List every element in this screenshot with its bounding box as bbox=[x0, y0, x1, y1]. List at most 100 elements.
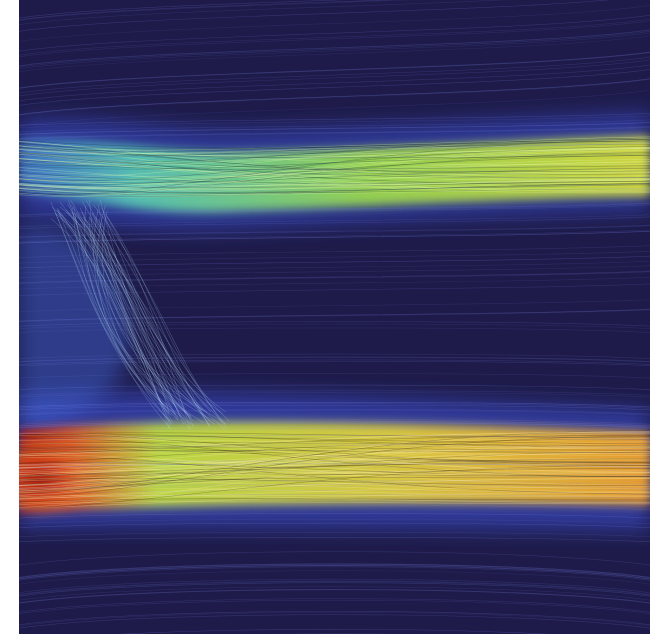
streamline bbox=[50, 218, 170, 430]
streamline bbox=[19, 589, 650, 604]
streamline bbox=[19, 421, 650, 427]
streamline bbox=[88, 219, 223, 422]
streamline bbox=[19, 430, 650, 494]
streamline bbox=[19, 481, 650, 487]
streamline bbox=[19, 563, 650, 578]
streamline bbox=[19, 384, 650, 390]
streamline bbox=[19, 126, 650, 140]
streamline bbox=[19, 472, 650, 486]
streamline bbox=[19, 432, 650, 474]
streamline bbox=[19, 522, 650, 528]
streamline bbox=[19, 599, 650, 614]
streamline bbox=[19, 565, 650, 580]
streamline bbox=[19, 467, 650, 473]
streamline bbox=[19, 327, 650, 333]
streamline bbox=[19, 175, 650, 189]
streamline bbox=[19, 152, 650, 173]
streamline bbox=[19, 139, 650, 149]
streamline bbox=[19, 495, 650, 500]
streamline bbox=[59, 201, 171, 426]
streamline bbox=[19, 462, 650, 477]
flow-visualization bbox=[19, 0, 650, 634]
streamline bbox=[19, 185, 650, 194]
streamline bbox=[19, 52, 650, 89]
streamline bbox=[19, 612, 650, 627]
streamline bbox=[19, 0, 344, 19]
streamline bbox=[19, 150, 650, 188]
streamline bbox=[19, 447, 650, 472]
streamline bbox=[19, 477, 650, 483]
streamline bbox=[19, 428, 650, 434]
streamline bbox=[19, 32, 650, 70]
streamline bbox=[19, 456, 650, 478]
streamline bbox=[19, 578, 650, 594]
streamline bbox=[19, 451, 650, 508]
streamline bbox=[19, 455, 650, 486]
streamline bbox=[19, 29, 650, 67]
streamline bbox=[75, 213, 176, 414]
streamline bbox=[93, 208, 204, 423]
streamline bbox=[19, 167, 650, 184]
streamline bbox=[19, 469, 650, 476]
streamline bbox=[19, 230, 650, 244]
streamline bbox=[19, 139, 650, 154]
streamline bbox=[19, 151, 650, 164]
streamline bbox=[19, 216, 650, 230]
streamline bbox=[19, 430, 650, 492]
streamline bbox=[19, 441, 650, 446]
streamline bbox=[98, 218, 192, 418]
streamline bbox=[19, 162, 650, 176]
streamline bbox=[19, 250, 650, 264]
streamline bbox=[19, 151, 650, 175]
streamline bbox=[19, 513, 650, 519]
streamline bbox=[19, 453, 650, 477]
streamline bbox=[19, 463, 650, 469]
streamline bbox=[56, 207, 172, 416]
streamline bbox=[68, 200, 179, 421]
streamline bbox=[19, 461, 650, 475]
streamline bbox=[19, 463, 650, 469]
streamline bbox=[19, 270, 650, 284]
streamline bbox=[19, 276, 650, 290]
streamline bbox=[19, 224, 650, 238]
streamline bbox=[19, 308, 650, 322]
streamline bbox=[19, 182, 650, 197]
streamline bbox=[19, 582, 650, 597]
streamline bbox=[19, 158, 650, 179]
streamline bbox=[19, 494, 650, 503]
streamline bbox=[19, 89, 650, 127]
streamline bbox=[19, 112, 650, 126]
streamline bbox=[19, 169, 650, 192]
streamline bbox=[19, 458, 650, 469]
streamline bbox=[86, 200, 226, 412]
streamline bbox=[19, 419, 650, 425]
streamline bbox=[19, 473, 650, 478]
streamline bbox=[19, 458, 650, 483]
streamline bbox=[19, 353, 650, 359]
streamline bbox=[19, 152, 650, 185]
streamline bbox=[19, 5, 650, 42]
streamline bbox=[19, 445, 650, 451]
streamline bbox=[19, 589, 650, 604]
streamline bbox=[19, 203, 650, 216]
streamline bbox=[54, 210, 177, 415]
streamline bbox=[19, 321, 650, 327]
streamline bbox=[19, 476, 650, 486]
streamline bbox=[19, 452, 650, 492]
streamline bbox=[19, 18, 650, 56]
streamline bbox=[19, 119, 650, 133]
streamline bbox=[19, 161, 650, 180]
streamline bbox=[19, 484, 650, 490]
streamline bbox=[19, 566, 650, 581]
streamline bbox=[19, 420, 650, 426]
streamline bbox=[19, 405, 650, 411]
lower-channel-body bbox=[19, 421, 650, 512]
streamline bbox=[19, 447, 650, 475]
streamline bbox=[56, 209, 171, 421]
streamline bbox=[72, 207, 195, 427]
streamline bbox=[97, 204, 174, 423]
streamline bbox=[77, 215, 215, 425]
streamline bbox=[19, 410, 650, 416]
streamline bbox=[19, 171, 650, 185]
streamline bbox=[19, 437, 650, 468]
